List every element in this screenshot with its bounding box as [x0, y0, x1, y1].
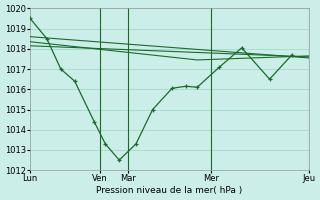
X-axis label: Pression niveau de la mer( hPa ): Pression niveau de la mer( hPa )	[96, 186, 243, 195]
